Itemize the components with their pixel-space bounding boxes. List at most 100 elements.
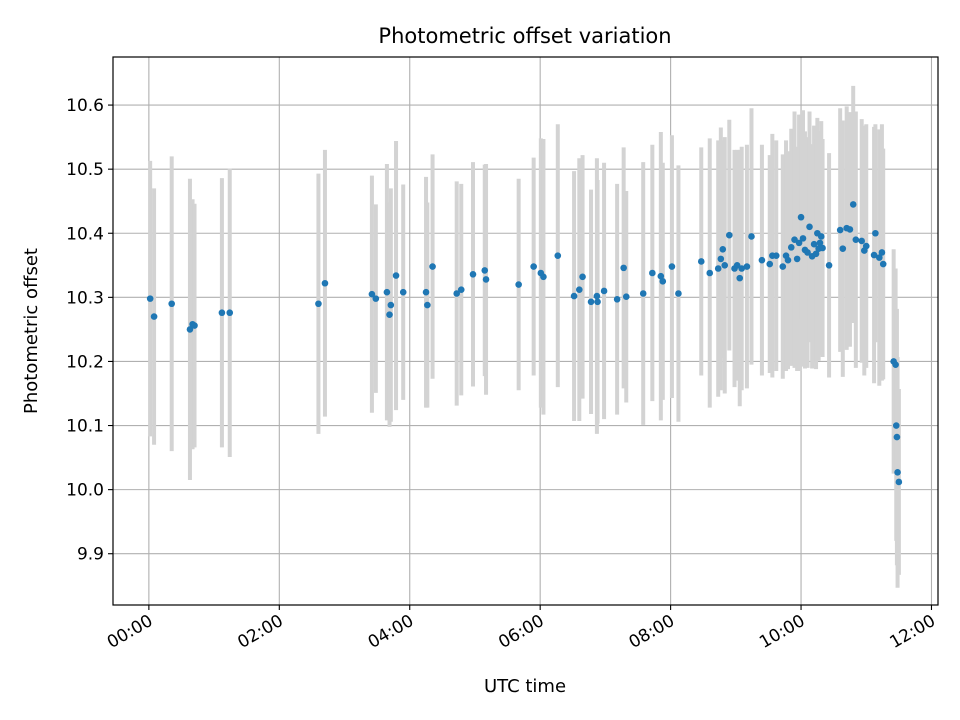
plot-frame [112,56,939,606]
data-point [858,237,865,245]
data-point [876,254,883,261]
data-point [766,260,774,268]
data-point [321,279,329,287]
data-point [799,235,807,242]
data-point [649,269,656,277]
data-point [620,264,627,272]
data-point [168,300,175,308]
data-point [226,309,234,317]
y-tick-label: 10.4 [66,224,104,244]
data-point [457,286,465,293]
data-point [721,262,729,269]
data-point [726,231,733,239]
data-point [893,433,901,441]
data-point [791,236,798,243]
data-point [613,295,621,303]
data-point [186,326,194,333]
data-point [793,255,801,263]
data-point [719,245,727,253]
data-point [429,263,436,270]
data-point [849,201,857,208]
y-tick-label: 10.2 [66,352,104,372]
data-point [576,286,583,293]
data-point [714,265,722,272]
data-point [530,263,537,270]
data-point [315,300,322,308]
y-tick-label: 10.1 [66,417,104,437]
y-tick-label: 10.3 [66,288,104,308]
data-point [383,288,391,296]
x-axis-label: UTC time [484,676,566,697]
data-point [892,422,900,429]
data-point [386,311,393,318]
data-point [372,295,380,302]
data-point [675,290,682,297]
data-point [453,290,460,297]
data-point [779,263,787,270]
data-point [797,213,805,221]
data-point [717,255,725,263]
y-tick-label: 10.0 [66,481,104,501]
data-point [758,256,766,264]
data-point [878,249,886,256]
data-point [870,251,878,259]
data-point [894,469,901,476]
data-point [697,258,705,265]
data-point [482,276,490,283]
data-point [804,249,811,256]
data-point [481,267,489,274]
data-point [554,252,562,259]
data-point [424,301,431,309]
data-point [579,273,586,281]
data-point [872,229,879,237]
data-point [218,309,226,317]
data-point [816,239,824,247]
data-point [736,274,744,282]
data-point [825,262,833,269]
data-point [706,269,714,277]
data-point [657,272,665,280]
data-point [639,290,647,297]
data-point [387,301,395,309]
data-point [852,236,860,243]
y-tick-label: 9.9 [77,545,104,565]
data-point [594,298,601,306]
data-point [812,250,820,258]
data-point [743,263,751,270]
data-point [146,295,154,302]
data-point [879,260,887,268]
data-point [600,287,608,295]
data-point [806,223,813,231]
data-point [733,262,741,269]
data-point [846,226,854,233]
data-point [659,278,667,285]
data-point [738,265,745,272]
y-axis-label: Photometric offset [21,248,42,414]
data-point [191,322,198,329]
data-point [795,239,803,247]
data-point [895,478,903,486]
data-point [587,298,595,306]
data-point [772,252,780,259]
data-point [150,313,158,320]
data-points [146,201,903,486]
data-point [748,233,755,240]
data-point [622,293,630,301]
y-axis: 9.9 10.0 10.1 10.2 10.3 10.4 10.5 10.6 [66,96,113,565]
chart-title: Photometric offset variation [378,24,671,48]
data-point [540,273,547,281]
data-point [570,292,578,300]
data-point [787,244,795,251]
data-point [668,263,676,270]
data-point [839,245,847,252]
data-point [836,226,844,234]
data-point [819,244,826,252]
data-point [817,233,825,240]
data-point [422,288,430,296]
data-point [469,270,477,278]
y-tick-label: 10.6 [66,96,104,116]
data-point [892,361,899,368]
data-point [399,288,407,296]
data-point [784,256,792,264]
